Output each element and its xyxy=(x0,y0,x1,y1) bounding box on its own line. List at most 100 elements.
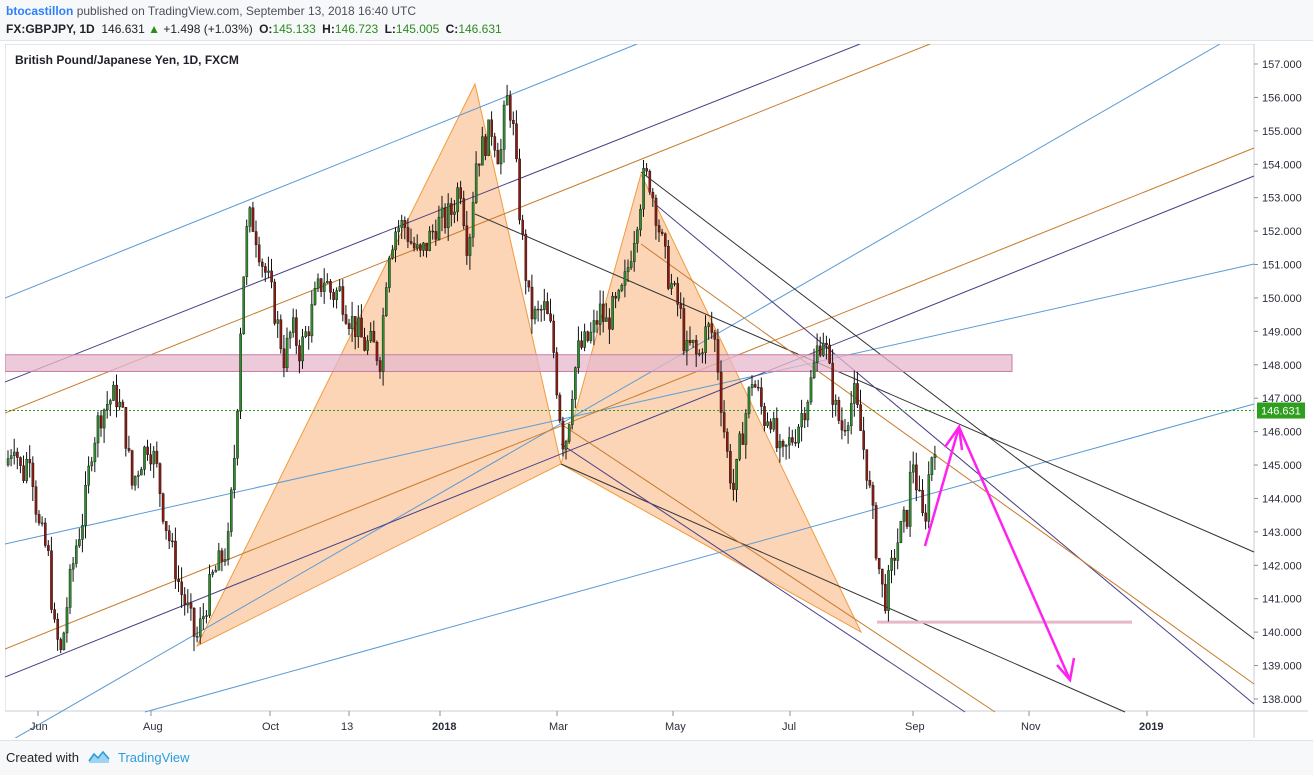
candle xyxy=(853,370,856,417)
candle-body xyxy=(19,457,22,466)
candle-body xyxy=(124,407,128,449)
candle xyxy=(239,327,242,420)
candle xyxy=(887,564,890,622)
channel-line-4 xyxy=(14,44,1221,738)
candle xyxy=(859,389,862,432)
x-tick-label: Nov xyxy=(1021,721,1041,733)
candle-body xyxy=(99,415,103,429)
candle-body xyxy=(577,340,580,368)
candle-body xyxy=(546,301,549,314)
candle xyxy=(471,191,475,247)
candle-body xyxy=(499,149,503,165)
candle-body xyxy=(158,463,162,494)
y-tick-label: 155.000 xyxy=(1262,126,1302,138)
candle-body xyxy=(896,542,900,561)
candle-body xyxy=(828,344,831,364)
candle xyxy=(208,564,211,618)
candle xyxy=(16,447,19,470)
time-axis[interactable]: Jun Aug Oct 13 2018 Mar May Jul Sep Nov 2019 xyxy=(30,711,1163,733)
channel-line-11 xyxy=(474,213,1255,553)
tradingview-logo-icon[interactable] xyxy=(88,750,110,764)
candle xyxy=(130,449,134,490)
candle-body xyxy=(335,290,339,300)
candle-body xyxy=(729,451,732,484)
candle-body xyxy=(660,231,664,234)
candle xyxy=(136,470,140,489)
candle xyxy=(806,399,810,428)
candle-body xyxy=(229,489,233,532)
candle xyxy=(896,528,900,570)
candle xyxy=(598,290,602,336)
candle xyxy=(611,292,614,331)
x-tick-label: 2018 xyxy=(432,721,456,733)
candle xyxy=(620,283,624,293)
candle-body xyxy=(524,233,528,281)
candle-body xyxy=(180,581,184,595)
candle xyxy=(226,522,230,566)
chart-area[interactable]: 157.000 156.000 155.000 154.000 153.000 152.0… xyxy=(5,44,1308,738)
candle xyxy=(316,273,320,292)
candle-body xyxy=(673,283,676,285)
candle xyxy=(645,163,648,176)
candle-body xyxy=(586,331,590,341)
candle-body xyxy=(149,454,153,465)
channel-line-3 xyxy=(144,403,1255,713)
candle-body xyxy=(456,187,459,213)
candle-body xyxy=(478,163,481,166)
candle-body xyxy=(772,418,776,430)
candle xyxy=(412,236,416,252)
candle-body xyxy=(760,387,763,407)
candle-body xyxy=(688,340,692,343)
candle-body xyxy=(233,458,236,491)
candle xyxy=(930,456,934,482)
candle-body xyxy=(794,442,797,444)
candle xyxy=(276,310,280,338)
candle xyxy=(214,565,218,573)
candle xyxy=(37,510,41,526)
candle xyxy=(530,274,534,334)
candle-body xyxy=(220,550,224,562)
price-axis[interactable]: 157.000 156.000 155.000 154.000 153.000 152.0… xyxy=(1254,59,1305,706)
y-tick-label: 153.000 xyxy=(1262,193,1302,205)
candle-body xyxy=(493,136,497,151)
candle-body xyxy=(555,352,559,396)
published-text: published on TradingView.com, September … xyxy=(76,4,417,18)
candle xyxy=(850,390,853,435)
candle-body xyxy=(130,450,134,486)
candle xyxy=(161,492,165,525)
candle xyxy=(270,258,273,289)
candle xyxy=(685,330,689,366)
price-chart[interactable]: 157.000 156.000 155.000 154.000 153.000 152.0… xyxy=(5,44,1308,738)
candle-body xyxy=(623,271,627,286)
candle-body xyxy=(629,261,633,268)
candle xyxy=(267,256,270,279)
candle-body xyxy=(902,509,906,522)
candle xyxy=(716,328,720,381)
candle xyxy=(512,111,515,136)
y-tick-label: 152.000 xyxy=(1262,226,1302,238)
candle-body xyxy=(710,323,714,333)
candle-body xyxy=(146,446,149,455)
candle-body xyxy=(654,197,658,226)
candle xyxy=(877,557,881,575)
candle-body xyxy=(155,450,159,464)
candle xyxy=(96,411,100,458)
candle xyxy=(118,388,121,411)
tradingview-brand-link[interactable]: TradingView xyxy=(118,750,190,765)
arrow-head-down xyxy=(1056,657,1076,683)
candle xyxy=(217,542,221,571)
candle xyxy=(329,278,332,300)
candle xyxy=(403,216,407,240)
last-price-badge xyxy=(1257,402,1305,419)
candle xyxy=(487,119,490,157)
candle xyxy=(536,300,540,322)
candle xyxy=(481,126,484,166)
candle xyxy=(815,333,819,372)
y-tick-label: 150.000 xyxy=(1262,293,1302,305)
candle-body xyxy=(583,331,586,348)
candle-body xyxy=(766,421,769,426)
candle xyxy=(31,456,35,502)
candle-body xyxy=(360,317,363,338)
candle xyxy=(102,408,106,443)
author-link[interactable]: btocastillon xyxy=(6,4,74,18)
